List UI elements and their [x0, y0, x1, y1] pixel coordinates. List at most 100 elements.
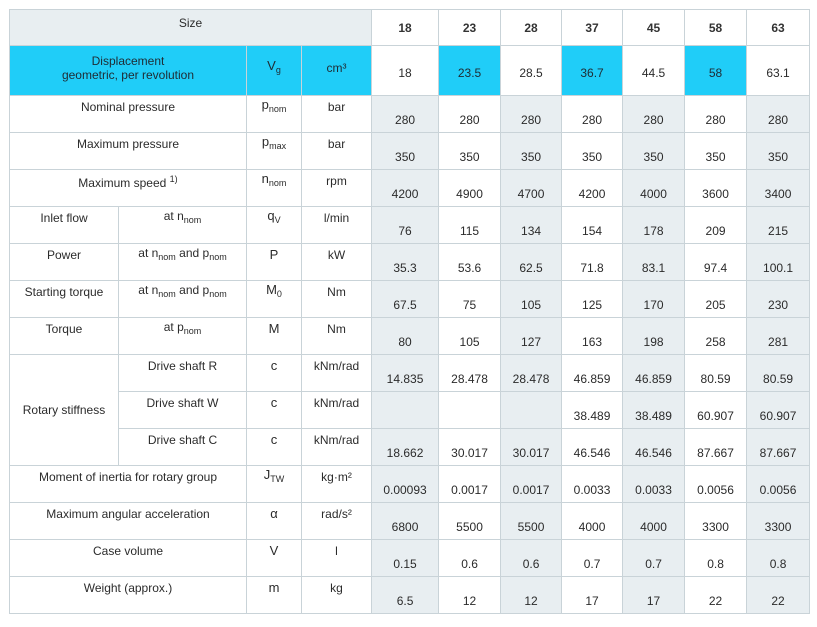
nominal-pressure-row: Nominal pressure pnom bar 280 280 280 28…	[9, 95, 811, 133]
weight-value: 22	[746, 576, 811, 614]
inlet-flow-symbol: qV	[246, 206, 302, 244]
size-header-23: 23	[438, 9, 502, 46]
starting-torque-unit: Nm	[300, 280, 373, 318]
maximum-pressure-value: 350	[684, 132, 748, 170]
starting-torque-label: Starting torque	[9, 280, 119, 318]
drive-shaft-c-symbol: c	[246, 428, 302, 466]
maximum-speed-value: 3400	[746, 169, 811, 207]
drive-shaft-r-symbol: c	[246, 354, 302, 392]
power-symbol: P	[246, 243, 302, 281]
maximum-pressure-value: 350	[561, 132, 624, 170]
maximum-speed-row: Maximum speed 1) nnom rpm 4200 4900 4700…	[9, 169, 811, 207]
maximum-pressure-value: 350	[371, 132, 440, 170]
moment-of-inertia-value: 0.00093	[371, 465, 440, 503]
footnote-marker: 1)	[169, 174, 178, 184]
displacement-value: 28.5	[500, 45, 563, 96]
drive-shaft-c-value: 30.017	[438, 428, 502, 466]
drive-shaft-c-value: 18.662	[371, 428, 440, 466]
max-angular-acceleration-row: Maximum angular acceleration α rad/s² 68…	[9, 502, 811, 540]
power-unit: kW	[300, 243, 373, 281]
rotary-stiffness-row-w: Drive shaft W c kNm/rad 38.489 38.489 60…	[10, 391, 811, 429]
max-angular-acceleration-label: Maximum angular acceleration	[9, 502, 247, 540]
maximum-speed-value: 4900	[438, 169, 502, 207]
nominal-pressure-unit: bar	[300, 95, 373, 133]
drive-shaft-r-value: 46.859	[622, 354, 686, 392]
inlet-flow-value: 209	[684, 206, 748, 244]
size-header-label: Size	[8, 9, 373, 46]
maximum-pressure-unit: bar	[300, 132, 373, 170]
displacement-unit: cm³	[300, 45, 373, 96]
displacement-label: Displacement geometric, per revolution	[9, 45, 247, 96]
power-row: Power at nnom and pnom P kW 35.3 53.6 62…	[9, 243, 811, 281]
max-angular-acceleration-value: 5500	[500, 502, 563, 540]
size-header-28: 28	[500, 9, 563, 46]
specification-table: Size 18 23 28 37 45 58 63 Displacement ge…	[8, 9, 811, 614]
maximum-speed-label: Maximum speed 1)	[9, 169, 247, 207]
torque-value: 80	[371, 317, 440, 355]
power-value: 97.4	[684, 243, 748, 281]
maximum-speed-symbol: nnom	[246, 169, 302, 207]
drive-shaft-c-label: Drive shaft C	[118, 428, 247, 466]
nominal-pressure-symbol: pnom	[246, 95, 302, 133]
maximum-speed-value: 4200	[561, 169, 624, 207]
rotary-stiffness-row-r: Rotary stiffness Drive shaft R c kNm/rad…	[9, 354, 811, 466]
size-header-row: Size 18 23 28 37 45 58 63	[8, 9, 811, 46]
power-condition: at nnom and pnom	[118, 243, 247, 281]
drive-shaft-c-value: 30.017	[500, 428, 563, 466]
weight-value: 22	[684, 576, 748, 614]
max-angular-acceleration-unit: rad/s²	[300, 502, 373, 540]
rotary-stiffness-label: Rotary stiffness	[9, 354, 119, 466]
weight-symbol: m	[246, 576, 302, 614]
drive-shaft-r-label: Drive shaft R	[118, 354, 247, 392]
power-value: 53.6	[438, 243, 502, 281]
nominal-pressure-value: 280	[371, 95, 440, 133]
weight-unit: kg	[300, 576, 373, 614]
starting-torque-value: 170	[622, 280, 686, 318]
drive-shaft-c-unit: kNm/rad	[300, 428, 373, 466]
nominal-pressure-value: 280	[622, 95, 686, 133]
weight-label: Weight (approx.)	[9, 576, 247, 614]
weight-value: 17	[622, 576, 686, 614]
case-volume-value: 0.7	[561, 539, 624, 577]
case-volume-value: 0.15	[371, 539, 440, 577]
drive-shaft-c-value: 46.546	[561, 428, 624, 466]
drive-shaft-w-value: 60.907	[684, 391, 748, 429]
moment-of-inertia-value: 0.0017	[438, 465, 502, 503]
drive-shaft-r-value: 28.478	[500, 354, 563, 392]
power-value: 83.1	[622, 243, 686, 281]
max-angular-acceleration-value: 4000	[622, 502, 686, 540]
case-volume-value: 0.6	[438, 539, 502, 577]
torque-value: 198	[622, 317, 686, 355]
moment-of-inertia-symbol: JTW	[246, 465, 302, 503]
case-volume-row: Case volume V l 0.15 0.6 0.6 0.7 0.7 0.8…	[9, 539, 811, 577]
size-header-58: 58	[684, 9, 748, 46]
displacement-symbol: Vg	[246, 45, 302, 96]
moment-of-inertia-value: 0.0056	[684, 465, 748, 503]
inlet-flow-value: 154	[561, 206, 624, 244]
power-value: 71.8	[561, 243, 624, 281]
drive-shaft-w-label: Drive shaft W	[118, 391, 247, 429]
power-value: 100.1	[746, 243, 811, 281]
size-header-45: 45	[622, 9, 686, 46]
inlet-flow-condition: at nnom	[118, 206, 247, 244]
max-angular-acceleration-symbol: α	[246, 502, 302, 540]
torque-value: 258	[684, 317, 748, 355]
maximum-speed-unit: rpm	[300, 169, 373, 207]
moment-of-inertia-row: Moment of inertia for rotary group JTW k…	[9, 465, 811, 503]
size-header-37: 37	[561, 9, 624, 46]
torque-symbol: M	[246, 317, 302, 355]
drive-shaft-c-value: 46.546	[622, 428, 686, 466]
inlet-flow-row: Inlet flow at nnom qV l/min 76 115 134 1…	[9, 206, 811, 244]
drive-shaft-c-value: 87.667	[684, 428, 748, 466]
inlet-flow-value: 76	[371, 206, 440, 244]
drive-shaft-w-value	[438, 391, 502, 429]
power-value: 35.3	[371, 243, 440, 281]
drive-shaft-w-value: 38.489	[561, 391, 624, 429]
maximum-pressure-row: Maximum pressure pmax bar 350 350 350 35…	[9, 132, 811, 170]
power-label: Power	[9, 243, 119, 281]
power-value: 62.5	[500, 243, 563, 281]
maximum-pressure-value: 350	[500, 132, 563, 170]
case-volume-unit: l	[300, 539, 373, 577]
starting-torque-value: 105	[500, 280, 563, 318]
displacement-value: 63.1	[746, 45, 811, 96]
